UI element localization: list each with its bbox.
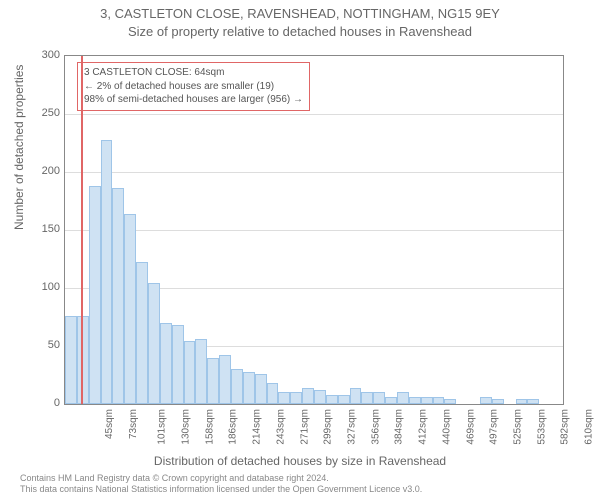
x-tick-label: 412sqm	[418, 409, 429, 445]
y-tick-label: 300	[30, 49, 60, 61]
x-tick-label: 525sqm	[513, 409, 524, 445]
y-tick-label: 200	[30, 165, 60, 177]
histogram-bar	[373, 392, 385, 404]
histogram-bar	[409, 397, 421, 404]
histogram-bar	[290, 392, 302, 404]
histogram-bar	[326, 395, 338, 404]
histogram-bar	[101, 140, 113, 404]
histogram-bar	[314, 390, 326, 404]
histogram-bar	[184, 341, 196, 404]
histogram-bar	[385, 397, 397, 404]
histogram-bar	[516, 399, 528, 404]
chart-page: 3, CASTLETON CLOSE, RAVENSHEAD, NOTTINGH…	[0, 0, 600, 500]
y-tick-label: 250	[30, 107, 60, 119]
y-tick-label: 0	[30, 397, 60, 409]
x-tick-label: 553sqm	[536, 409, 547, 445]
annotation-line-2: ← 2% of detached houses are smaller (19)	[84, 80, 303, 94]
gridline	[65, 230, 563, 231]
x-tick-label: 299sqm	[323, 409, 334, 445]
page-title: 3, CASTLETON CLOSE, RAVENSHEAD, NOTTINGH…	[0, 6, 600, 21]
annotation-box: 3 CASTLETON CLOSE: 64sqm ← 2% of detache…	[77, 62, 310, 111]
histogram-bar	[219, 355, 231, 404]
histogram-bar	[302, 388, 314, 404]
histogram-bar	[112, 188, 124, 404]
histogram-bar	[160, 323, 172, 404]
y-axis-title: Number of detached properties	[12, 65, 26, 230]
histogram-bar	[444, 399, 456, 404]
histogram-bar	[65, 316, 77, 404]
histogram-bar	[124, 214, 136, 404]
histogram-bar	[421, 397, 433, 404]
histogram-bar	[350, 388, 362, 404]
x-tick-label: 440sqm	[441, 409, 452, 445]
histogram-bar	[148, 283, 160, 404]
histogram-bar	[338, 395, 350, 404]
histogram-bar	[255, 374, 267, 404]
x-tick-label: 158sqm	[204, 409, 215, 445]
x-axis-title: Distribution of detached houses by size …	[0, 454, 600, 468]
histogram-bar	[267, 383, 279, 404]
x-tick-label: 73sqm	[128, 409, 139, 439]
histogram-bar	[361, 392, 373, 404]
x-tick-label: 356sqm	[370, 409, 381, 445]
y-tick-label: 50	[30, 339, 60, 351]
footer-text: Contains HM Land Registry data © Crown c…	[20, 473, 422, 496]
histogram-bar	[172, 325, 184, 404]
page-subtitle: Size of property relative to detached ho…	[0, 24, 600, 39]
histogram-bar	[480, 397, 492, 404]
histogram-bar	[397, 392, 409, 404]
x-tick-label: 271sqm	[299, 409, 310, 445]
x-tick-label: 243sqm	[275, 409, 286, 445]
x-tick-label: 45sqm	[104, 409, 115, 439]
x-tick-label: 469sqm	[465, 409, 476, 445]
plot-area: 3 CASTLETON CLOSE: 64sqm ← 2% of detache…	[64, 55, 564, 405]
x-tick-label: 101sqm	[157, 409, 168, 445]
annotation-line-1: 3 CASTLETON CLOSE: 64sqm	[84, 66, 303, 80]
histogram-bar	[243, 372, 255, 404]
x-tick-label: 327sqm	[347, 409, 358, 445]
histogram-bar	[278, 392, 290, 404]
histogram-bar	[231, 369, 243, 404]
gridline	[65, 172, 563, 173]
footer-line-1: Contains HM Land Registry data © Crown c…	[20, 473, 422, 485]
x-tick-label: 214sqm	[252, 409, 263, 445]
x-tick-label: 186sqm	[228, 409, 239, 445]
y-tick-label: 100	[30, 281, 60, 293]
x-tick-label: 384sqm	[394, 409, 405, 445]
histogram-bar	[207, 358, 219, 404]
footer-line-2: This data contains National Statistics i…	[20, 484, 422, 496]
histogram-bar	[433, 397, 445, 404]
x-tick-label: 582sqm	[560, 409, 571, 445]
x-tick-label: 130sqm	[181, 409, 192, 445]
x-tick-label: 610sqm	[584, 409, 595, 445]
y-tick-label: 150	[30, 223, 60, 235]
histogram-bar	[89, 186, 101, 404]
histogram-bar	[195, 339, 207, 404]
histogram-bar	[492, 399, 504, 404]
annotation-line-3: 98% of semi-detached houses are larger (…	[84, 93, 303, 107]
histogram-bar	[136, 262, 148, 404]
gridline	[65, 114, 563, 115]
x-tick-label: 497sqm	[489, 409, 500, 445]
property-marker-line	[81, 56, 83, 404]
histogram-bar	[527, 399, 539, 404]
